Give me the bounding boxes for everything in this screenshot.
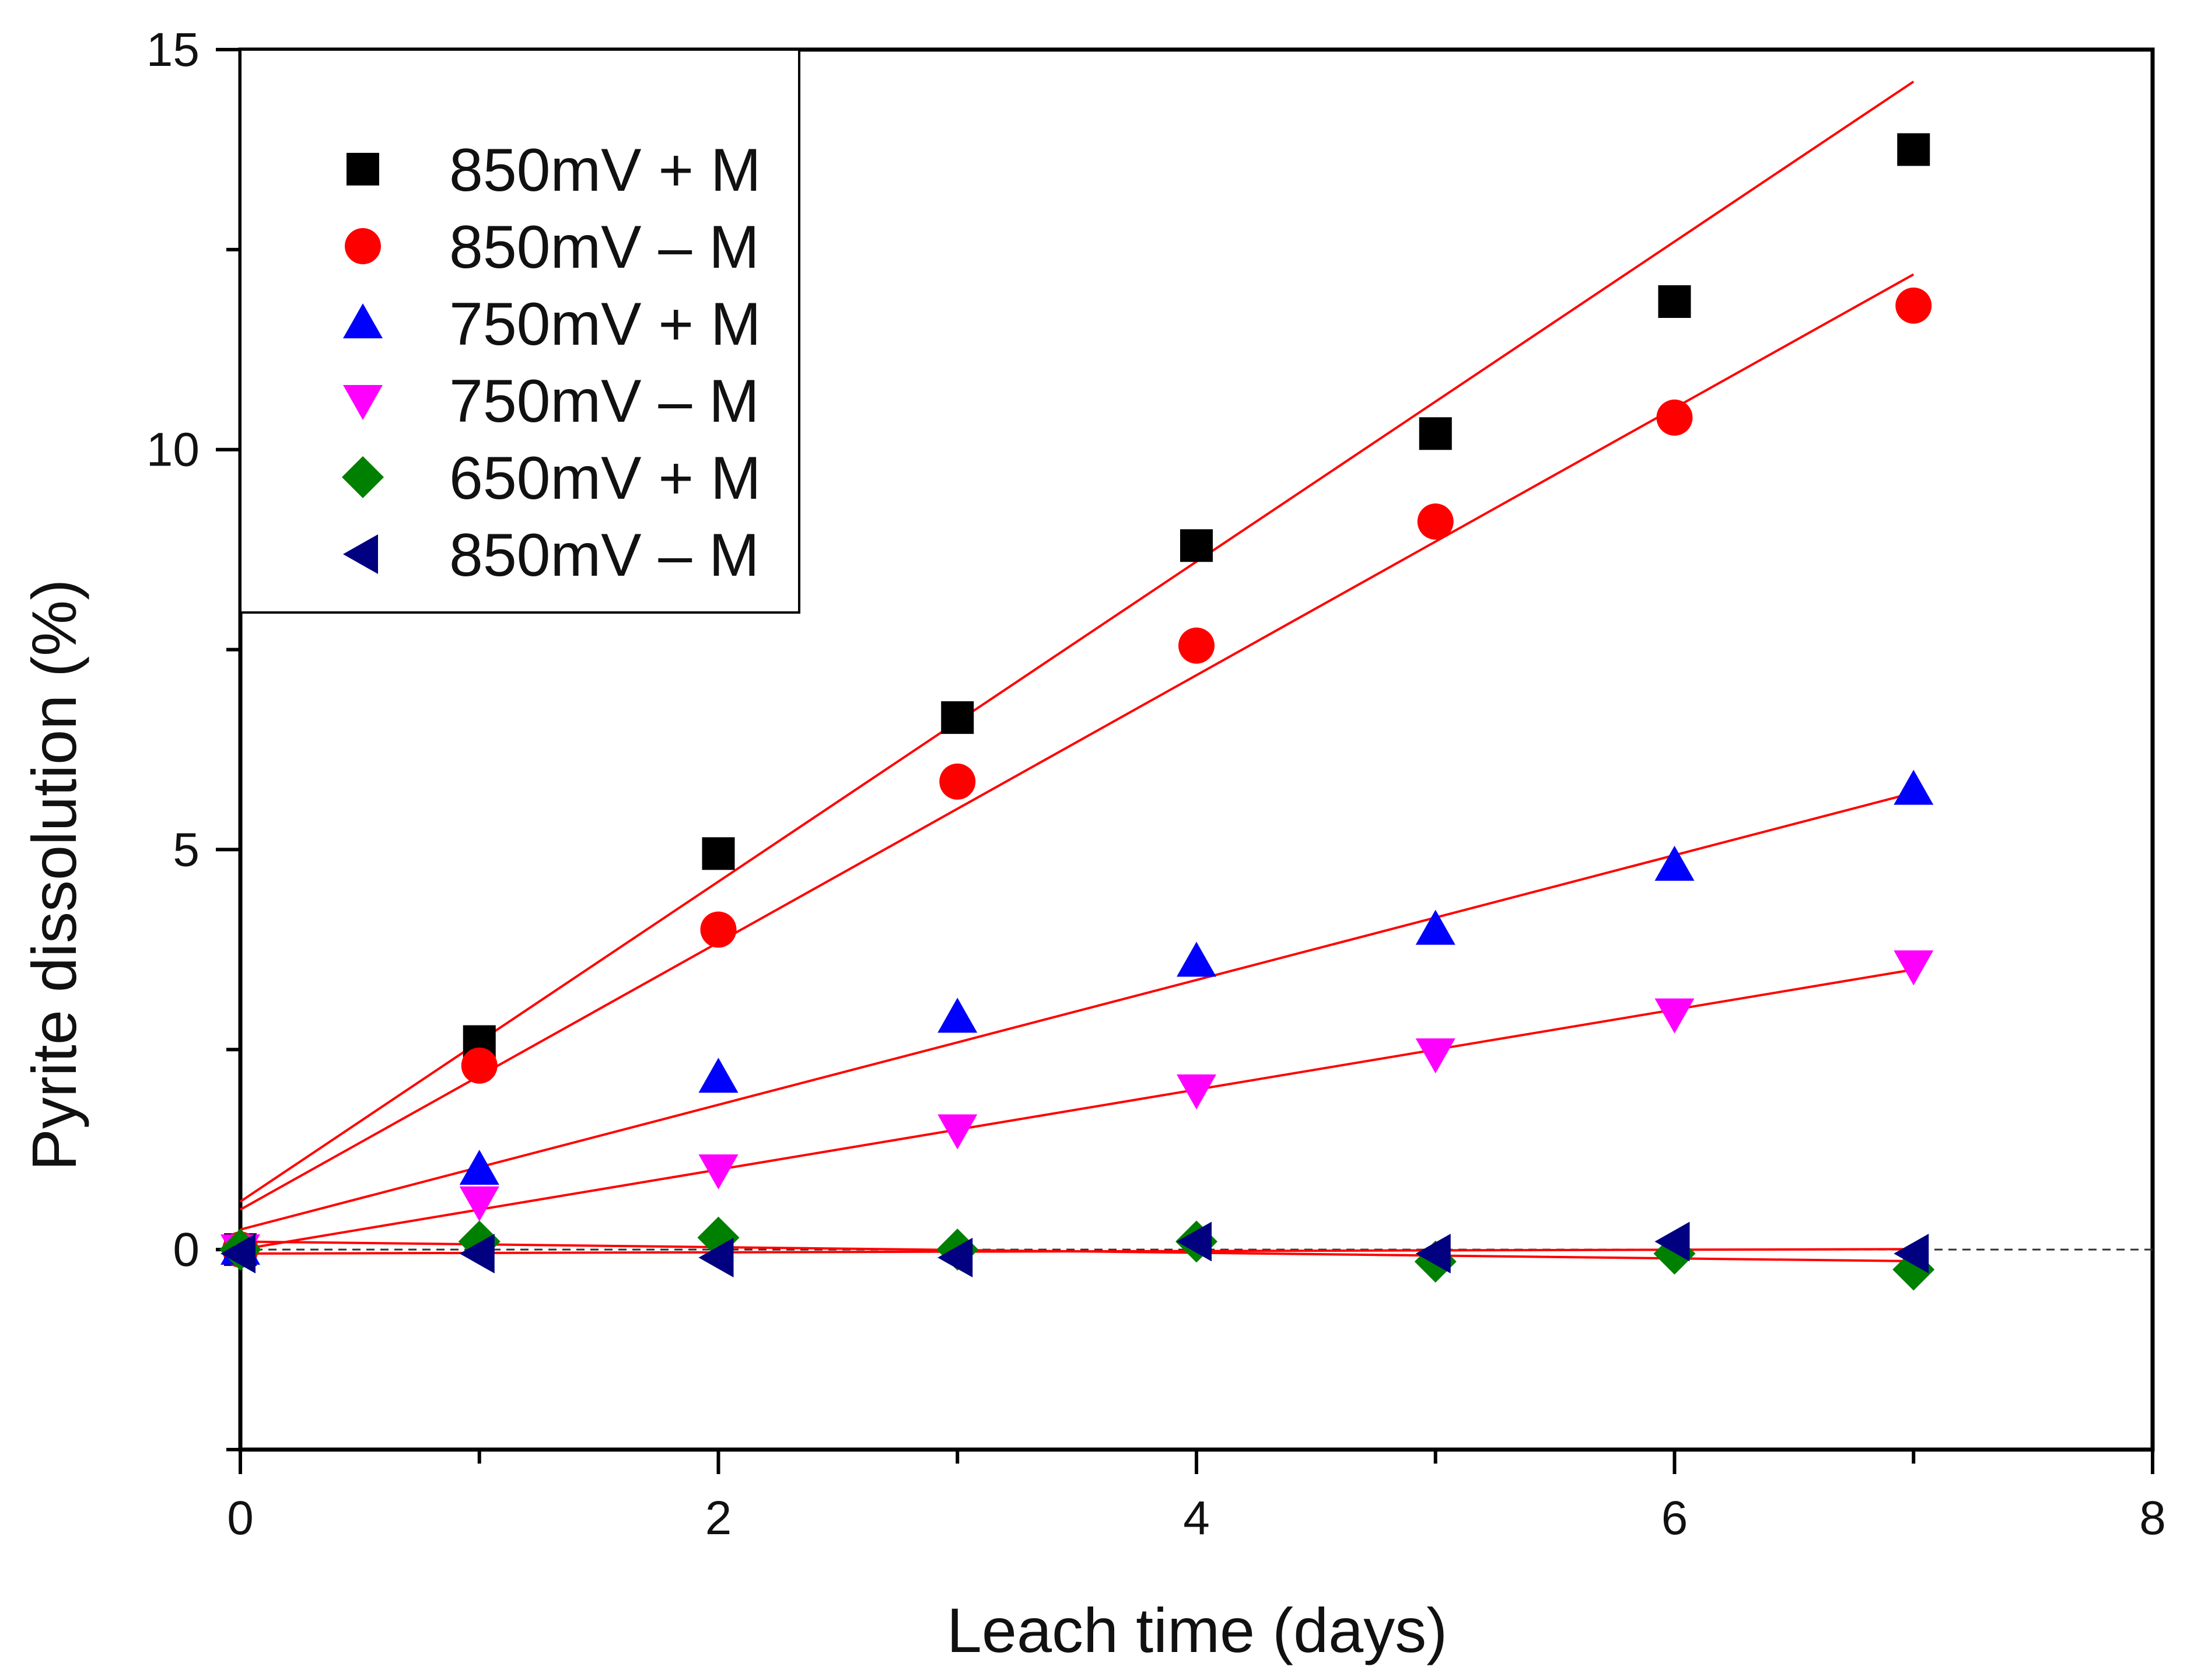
data-point (1419, 417, 1452, 450)
data-point (1654, 1222, 1690, 1262)
data-point (939, 763, 976, 800)
data-point (1894, 769, 1934, 805)
x-tick-label: 8 (2139, 1492, 2166, 1545)
x-tick-label: 6 (1661, 1492, 1688, 1545)
legend-box (239, 48, 800, 614)
legend-label: 850mV + M (449, 136, 761, 204)
data-point (1895, 287, 1932, 324)
y-tick-label: 5 (173, 823, 200, 876)
data-point (221, 1234, 256, 1273)
data-point (1894, 1234, 1929, 1273)
x-axis-title: Leach time (days) (947, 1595, 1447, 1665)
data-point (941, 701, 974, 734)
legend-marker (343, 385, 383, 420)
legend-label: 750mV + M (449, 290, 761, 358)
data-point (698, 1154, 739, 1189)
data-point (1658, 285, 1691, 318)
y-tick-label: 10 (146, 424, 200, 477)
series-1 (224, 133, 1930, 1266)
data-point (1417, 503, 1454, 540)
data-point (937, 1237, 973, 1278)
data-point (459, 1150, 499, 1185)
data-point (1656, 399, 1693, 436)
data-point (937, 998, 978, 1033)
data-point (1897, 133, 1930, 166)
fit-line (239, 80, 1915, 1203)
data-point (937, 1114, 978, 1150)
data-point (700, 911, 737, 948)
y-tick-label: 0 (173, 1223, 200, 1276)
data-point (1177, 1074, 1216, 1110)
fit-lines (239, 80, 1915, 1263)
legend-marker (343, 303, 383, 338)
data-point (1654, 998, 1695, 1034)
fit-line (240, 1248, 1914, 1255)
data-point (1654, 845, 1695, 881)
data-point (702, 837, 735, 870)
x-tick-label: 2 (705, 1492, 732, 1545)
data-point (698, 1058, 739, 1093)
y-tick-label: 15 (146, 23, 200, 76)
data-point (1180, 529, 1213, 562)
legend: 850mV + M 850mV – M 750mV + M 750mV – M 650m… (239, 48, 800, 614)
legend-label: 650mV + M (449, 444, 761, 512)
fit-line (240, 968, 1914, 1251)
legend-marker (345, 228, 381, 264)
data-point (1894, 950, 1934, 986)
data-point (698, 1237, 734, 1278)
data-point (459, 1234, 495, 1273)
legend-label: 850mV – M (449, 522, 760, 589)
x-tick-label: 4 (1183, 1492, 1210, 1545)
data-point (1415, 909, 1455, 945)
data-point (461, 1047, 498, 1084)
data-point (1415, 1038, 1455, 1074)
x-tick-label: 0 (227, 1492, 254, 1545)
axes: 0 2 4 6 8 0 5 10 15 (146, 23, 2166, 1545)
data-point (459, 1186, 499, 1222)
data-point (1415, 1234, 1451, 1273)
legend-label: 850mV – M (449, 214, 760, 281)
legend-marker (343, 534, 378, 574)
data-point (1177, 942, 1216, 977)
data-point (1178, 627, 1215, 664)
y-axis-title: Pyrite dissolution (%) (19, 579, 89, 1171)
series-6 (221, 1222, 1929, 1278)
fit-line (240, 273, 1915, 1211)
legend-marker (342, 456, 384, 498)
legend-marker (347, 153, 379, 186)
legend-label: 750mV – M (449, 368, 760, 435)
data-point (1177, 1222, 1212, 1262)
data-markers (219, 133, 1935, 1291)
fit-line (240, 792, 1914, 1231)
